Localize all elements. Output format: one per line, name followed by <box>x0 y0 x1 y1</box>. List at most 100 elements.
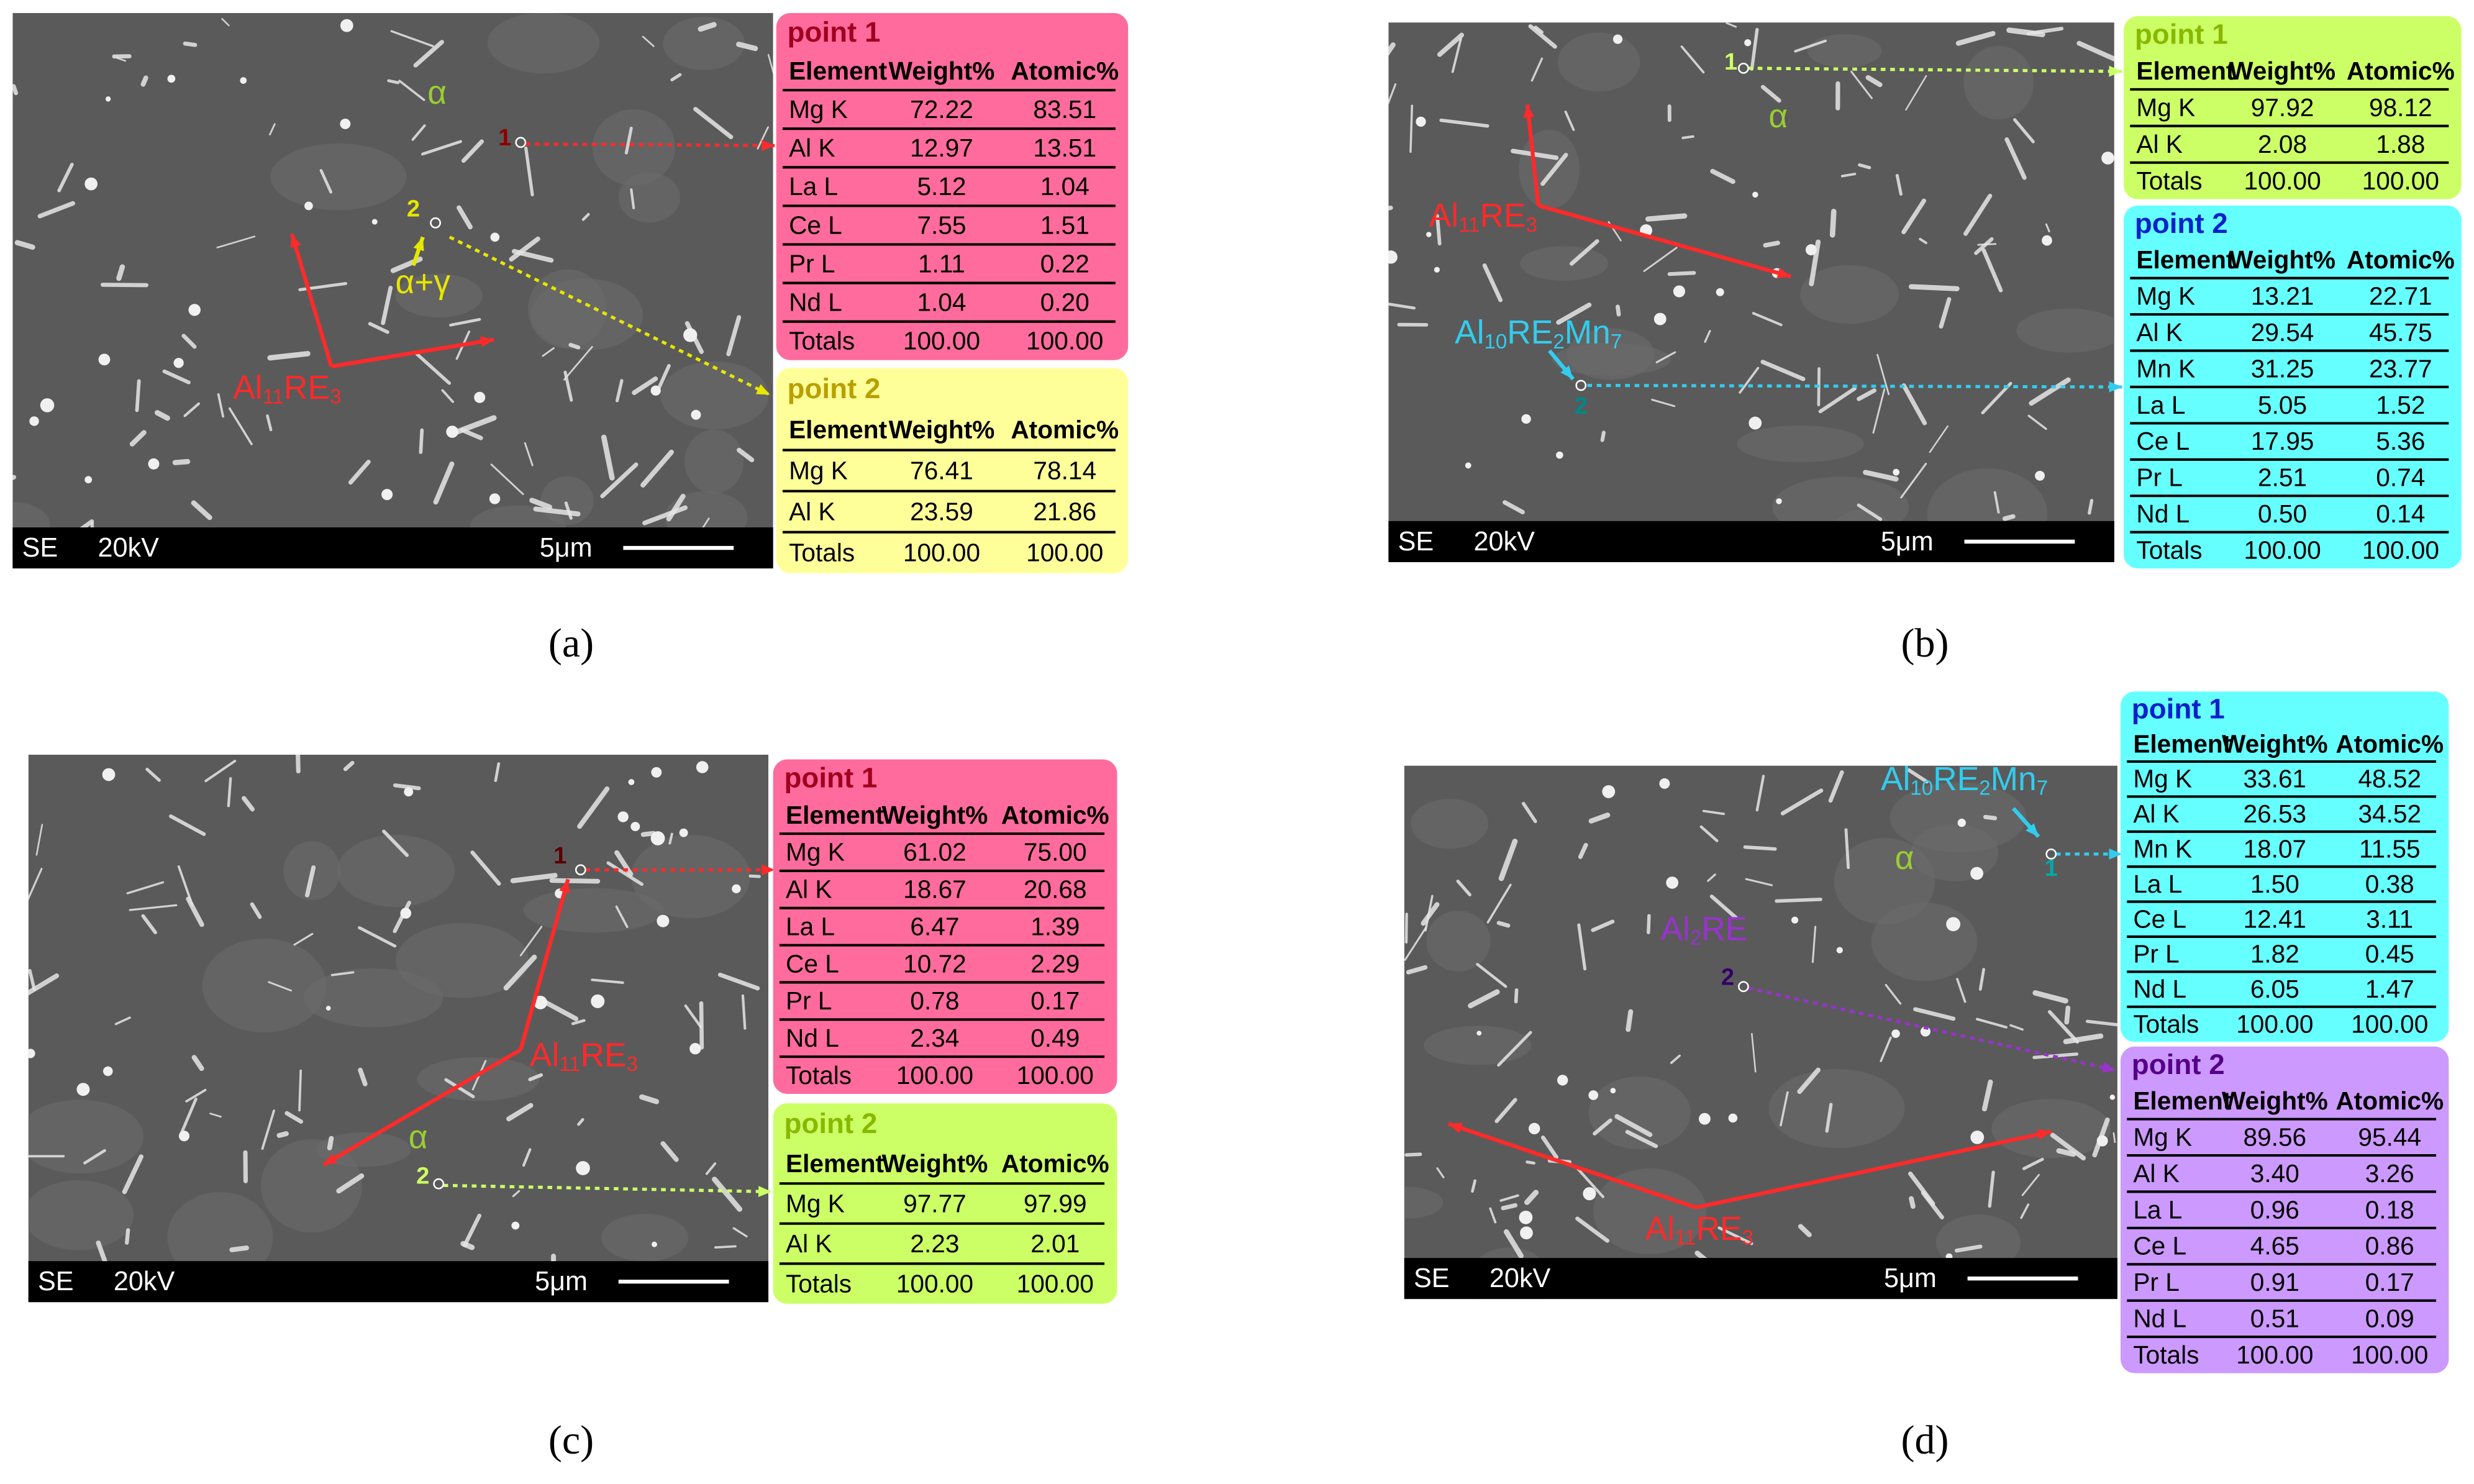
particle <box>460 428 483 440</box>
annotation: α+γ <box>395 264 450 301</box>
halo <box>1519 129 1580 209</box>
annotation-part: 1 <box>498 125 511 151</box>
particle <box>512 1190 521 1198</box>
particle <box>1468 989 1500 1009</box>
particle <box>614 850 634 877</box>
particle-dot <box>1476 1031 1482 1036</box>
particle <box>14 240 35 250</box>
particle <box>398 80 425 101</box>
table-cell: 100.00 <box>2362 166 2439 195</box>
halo <box>1807 34 1882 68</box>
table-cell: 23.59 <box>910 498 973 526</box>
table-cell: 100.00 <box>2351 1009 2428 1038</box>
table-cell: 1.51 <box>1040 211 1089 239</box>
table-cell: 0.78 <box>910 986 959 1015</box>
particle <box>577 786 610 829</box>
annotation: α <box>409 1119 428 1156</box>
particle-dot <box>1602 785 1616 798</box>
table-cell: 3.11 <box>2366 904 2413 933</box>
particle-dot <box>1653 312 1667 325</box>
arrow-head <box>758 1186 772 1197</box>
table-cell: 0.74 <box>2376 463 2425 492</box>
table-cell: Pr L <box>2133 940 2179 968</box>
particle <box>1437 32 1465 57</box>
annotation: 2 <box>407 196 420 222</box>
annotation: α <box>1895 840 1914 876</box>
particle <box>1857 503 1883 521</box>
particle <box>1404 927 1427 961</box>
particle <box>642 35 655 47</box>
particle <box>1655 351 1676 363</box>
particle <box>1435 214 1442 246</box>
table-cell: 100.00 <box>2236 1341 2313 1369</box>
table-cell: Totals <box>2136 166 2202 195</box>
particle <box>736 42 758 52</box>
particle <box>250 902 262 919</box>
subscript: 3 <box>1526 213 1537 236</box>
subscript: 10 <box>1485 330 1508 353</box>
particle <box>1905 75 1927 111</box>
particle <box>1775 898 1822 903</box>
particle <box>1489 1207 1497 1224</box>
particle <box>125 1228 130 1245</box>
table-cell: Totals <box>2136 536 2202 565</box>
halo <box>601 1214 689 1262</box>
annotation-arrow <box>1525 104 1540 206</box>
particle <box>460 1240 475 1250</box>
table-cell: Ce L <box>2133 1232 2186 1260</box>
particle <box>1811 926 1817 963</box>
particle <box>1981 1079 1993 1112</box>
particle <box>1751 1032 1757 1073</box>
table-cell: 34.52 <box>2358 799 2421 828</box>
particle-dot <box>1426 232 1432 237</box>
annotation: Al10RE2Mn7 <box>1455 314 1622 352</box>
particle <box>693 107 734 140</box>
particle <box>122 1154 144 1195</box>
table-cell: Mn K <box>2136 354 2195 383</box>
particle-dot <box>1612 34 1623 44</box>
particle-dot <box>1659 778 1670 789</box>
particle <box>298 1069 302 1112</box>
halo <box>1799 265 1899 324</box>
particle-dot <box>1520 1226 1533 1240</box>
micrograph-bg <box>12 12 773 569</box>
particle <box>1643 247 1678 272</box>
table-cell: Ce L <box>2133 904 2186 933</box>
particle <box>1514 988 1519 1004</box>
particle <box>1404 913 1408 944</box>
annotation: 1 <box>1724 49 1737 75</box>
point-marker <box>515 137 527 148</box>
particle <box>228 407 253 445</box>
particle <box>506 1103 534 1122</box>
particle <box>698 22 717 32</box>
particle <box>57 162 74 193</box>
annotation-arrow <box>1447 1122 1697 1209</box>
table-cell: 2.23 <box>910 1229 959 1258</box>
particle-dot <box>628 779 635 785</box>
table-cell: La L <box>789 172 838 201</box>
annotation-part: 2 <box>407 196 420 222</box>
particle <box>2064 1005 2071 1025</box>
table-cell: 100.00 <box>1017 1270 1094 1298</box>
table-cell: 48.52 <box>2358 765 2421 793</box>
particle <box>1726 22 1737 28</box>
particle <box>145 767 161 782</box>
particle <box>1404 1152 1422 1157</box>
table-cell: 100.00 <box>1026 539 1103 567</box>
particle <box>169 814 206 836</box>
halo <box>684 429 744 494</box>
annotation-arrow <box>1696 1129 2052 1209</box>
annotation-arrow <box>289 233 334 367</box>
table-title: point 2 <box>784 1108 877 1139</box>
particle <box>1626 1009 1634 1032</box>
particle <box>191 500 212 521</box>
point-marker <box>433 1178 445 1190</box>
particle <box>304 865 316 898</box>
table-cell: 29.54 <box>2251 318 2314 347</box>
particle-dot <box>188 304 201 316</box>
particle <box>12 475 16 481</box>
halo <box>1424 1026 1532 1065</box>
particle-dot <box>1666 876 1679 889</box>
particle <box>284 1111 304 1124</box>
table-header: Atomic% <box>2347 57 2455 85</box>
